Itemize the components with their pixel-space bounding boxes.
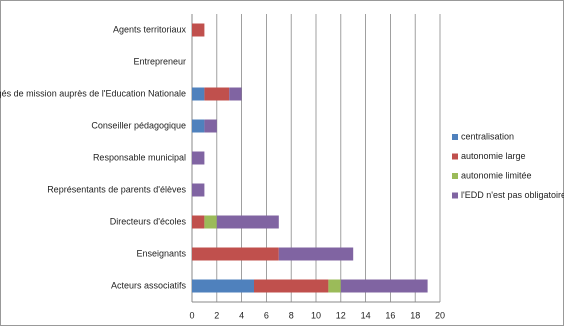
x-tick-label: 4 <box>239 310 244 320</box>
bar-segment <box>192 183 205 197</box>
y-tick-label: Entrepreneur <box>133 56 186 66</box>
y-tick-label: Conseiller pédagogique <box>91 120 186 130</box>
y-tick-label: Agents territoriaux <box>113 24 187 34</box>
y-tick-label: Directeurs d'écoles <box>110 216 187 226</box>
x-tick-label: 6 <box>264 310 269 320</box>
bar-segment <box>192 247 279 261</box>
bar-segment <box>204 215 217 229</box>
legend-swatch <box>452 153 458 160</box>
legend-label: l'EDD n'est pas obligatoire <box>461 190 564 200</box>
x-tick-label: 16 <box>385 310 395 320</box>
bar-segment <box>340 279 428 293</box>
legend-swatch <box>452 134 458 140</box>
legend-swatch <box>452 173 458 179</box>
x-tick-label: 2 <box>214 310 219 320</box>
x-tick-label: 14 <box>361 310 371 320</box>
y-tick-label: Représentants de parents d'élèves <box>47 184 186 194</box>
bar-segment <box>192 279 254 293</box>
legend-label: centralisation <box>461 131 514 141</box>
x-tick-label: 20 <box>435 310 445 320</box>
x-tick-label: 0 <box>189 310 194 320</box>
bar-segment <box>278 247 354 261</box>
bar-segment <box>192 151 205 165</box>
bar-segment <box>216 215 279 229</box>
legend-swatch <box>452 192 458 199</box>
y-tick-label: Enseignants <box>136 248 186 258</box>
bar-segment <box>204 87 230 101</box>
bar-segment <box>192 119 205 133</box>
legend-label: autonomie large <box>461 151 526 161</box>
x-tick-label: 12 <box>336 310 346 320</box>
bar-segment <box>254 279 329 293</box>
x-tick-label: 10 <box>311 310 321 320</box>
x-tick-label: 18 <box>410 310 420 320</box>
legend-label: autonomie limitée <box>461 170 532 180</box>
bar-segment <box>192 215 205 229</box>
y-tick-label: Responsable municipal <box>93 152 186 162</box>
bar-segment <box>192 23 205 37</box>
bar-segment <box>229 87 242 101</box>
bar-segment <box>192 87 205 101</box>
y-tick-label: Acteurs associatifs <box>111 280 187 290</box>
x-tick-label: 8 <box>289 310 294 320</box>
bar-segment <box>204 119 217 133</box>
y-tick-label: Chargés de mission auprès de l'Education… <box>0 88 186 98</box>
bar-segment <box>328 279 341 293</box>
